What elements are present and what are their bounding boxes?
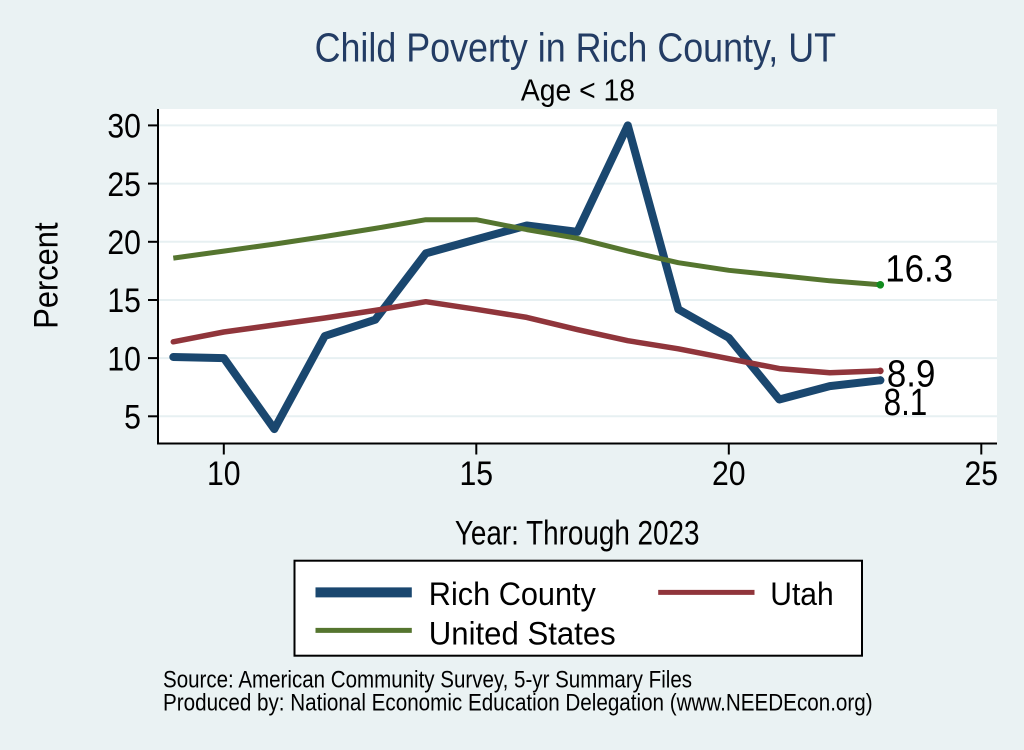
svg-text:8.9: 8.9	[887, 354, 936, 396]
svg-text:30: 30	[107, 108, 141, 146]
svg-text:10: 10	[107, 340, 141, 378]
svg-text:16.3: 16.3	[885, 248, 953, 290]
svg-text:Utah: Utah	[770, 576, 833, 612]
svg-text:Year: Through 2023: Year: Through 2023	[455, 515, 700, 553]
svg-text:Source: American Community Sur: Source: American Community Survey, 5-yr …	[163, 667, 692, 694]
svg-text:20: 20	[712, 455, 746, 493]
svg-text:25: 25	[107, 166, 141, 204]
svg-text:Age < 18: Age < 18	[521, 73, 635, 108]
svg-text:Produced by: National Economic: Produced by: National Economic Education…	[163, 690, 873, 717]
svg-text:20: 20	[107, 224, 141, 262]
svg-text:Rich County: Rich County	[429, 576, 596, 612]
svg-text:8.1: 8.1	[884, 382, 928, 424]
svg-text:Percent: Percent	[28, 222, 66, 329]
svg-text:15: 15	[460, 455, 494, 493]
svg-text:10: 10	[207, 455, 241, 493]
svg-text:5: 5	[124, 399, 141, 437]
svg-text:15: 15	[107, 282, 141, 320]
svg-text:Child Poverty in Rich County,: Child Poverty in Rich County, UT	[315, 25, 836, 71]
svg-text:United States: United States	[429, 616, 616, 652]
svg-text:25: 25	[965, 455, 999, 493]
